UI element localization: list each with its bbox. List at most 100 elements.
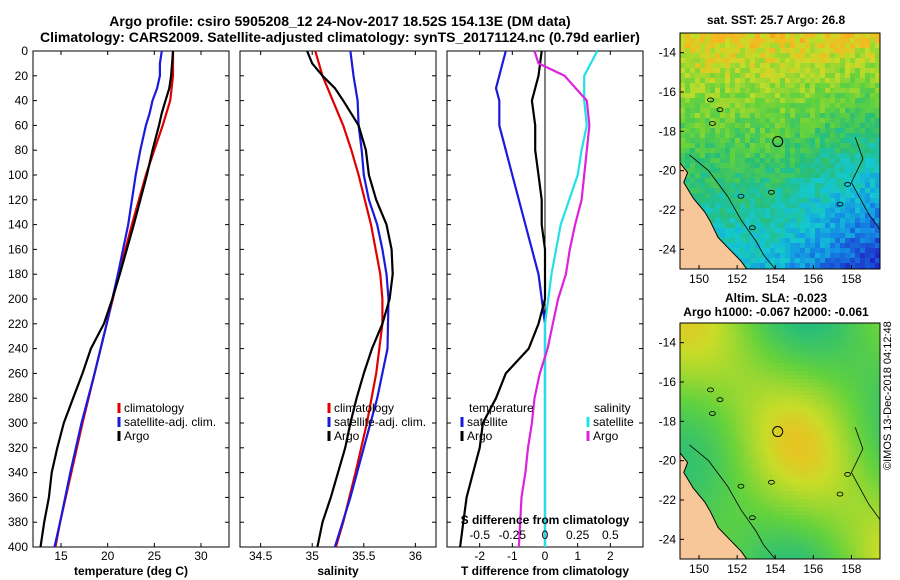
map-cell xyxy=(775,173,781,179)
map-cell xyxy=(856,451,861,456)
map-cell xyxy=(865,173,871,179)
map-cell xyxy=(688,323,693,328)
map-cell xyxy=(748,391,753,396)
map-cell xyxy=(776,535,781,540)
map-cell xyxy=(875,103,880,109)
map-cell xyxy=(740,407,745,412)
map-cell xyxy=(836,431,841,436)
map-cell xyxy=(804,355,809,360)
map-x-tick-label: 154 xyxy=(765,562,785,576)
map-cell xyxy=(830,253,836,259)
map-cell xyxy=(876,507,880,512)
map-cell xyxy=(840,551,845,556)
map-cell xyxy=(784,515,789,520)
map-cell xyxy=(840,359,845,364)
map-cell xyxy=(876,435,880,440)
map-cell xyxy=(688,363,693,368)
map-cell xyxy=(848,387,853,392)
map-cell xyxy=(744,539,749,544)
map-cell xyxy=(808,427,813,432)
map-cell xyxy=(865,218,871,224)
map-cell xyxy=(868,443,873,448)
map-cell xyxy=(772,487,777,492)
map-cell xyxy=(850,143,856,149)
map-cell xyxy=(785,38,791,44)
map-cell xyxy=(760,403,765,408)
map-cell xyxy=(728,335,733,340)
map-cell xyxy=(848,395,853,400)
map-cell xyxy=(810,63,816,69)
map-cell xyxy=(690,103,696,109)
map-cell xyxy=(780,503,785,508)
map-cell xyxy=(740,339,745,344)
map-cell xyxy=(812,383,817,388)
map-cell xyxy=(848,507,853,512)
map-cell xyxy=(820,78,826,84)
map-cell xyxy=(856,395,861,400)
map-cell xyxy=(865,208,871,214)
map-cell xyxy=(876,431,880,436)
map-cell xyxy=(808,355,813,360)
map-cell xyxy=(850,263,856,269)
map-cell xyxy=(832,379,837,384)
map-cell xyxy=(712,323,717,328)
map-cell xyxy=(864,383,869,388)
map-cell xyxy=(780,158,786,164)
map-cell xyxy=(735,243,741,249)
map-cell xyxy=(775,38,781,44)
map-cell xyxy=(728,427,733,432)
map-cell xyxy=(868,527,873,532)
map-cell xyxy=(695,168,701,174)
map-cell xyxy=(730,158,736,164)
map-cell xyxy=(840,123,846,129)
map-cell xyxy=(760,515,765,520)
map-cell xyxy=(740,367,745,372)
map-cell xyxy=(872,371,877,376)
map-cell xyxy=(800,53,806,59)
map-cell xyxy=(848,543,853,548)
map-cell xyxy=(700,487,705,492)
map-cell xyxy=(755,128,761,134)
map-cell xyxy=(765,148,771,154)
map-cell xyxy=(715,183,721,189)
map-cell xyxy=(840,475,845,480)
map-cell xyxy=(684,367,689,372)
map-cell xyxy=(828,383,833,388)
map-cell xyxy=(815,93,821,99)
map-cell xyxy=(708,331,713,336)
map-cell xyxy=(704,323,709,328)
map-cell xyxy=(688,423,693,428)
map-cell xyxy=(815,238,821,244)
map-cell xyxy=(696,367,701,372)
map-cell xyxy=(724,459,729,464)
map-cell xyxy=(808,327,813,332)
map-cell xyxy=(808,479,813,484)
map-cell xyxy=(872,399,877,404)
map-cell xyxy=(788,427,793,432)
map-cell xyxy=(804,443,809,448)
map-cell xyxy=(875,113,880,119)
map-cell xyxy=(850,93,856,99)
map-cell xyxy=(710,198,716,204)
map-cell xyxy=(780,439,785,444)
map-cell xyxy=(816,531,821,536)
map-cell xyxy=(715,193,721,199)
map-cell xyxy=(768,407,773,412)
map-cell xyxy=(792,435,797,440)
map-cell xyxy=(756,515,761,520)
map-cell xyxy=(764,475,769,480)
map-cell xyxy=(752,355,757,360)
map-cell xyxy=(804,435,809,440)
map-cell xyxy=(692,327,697,332)
map-cell xyxy=(870,113,876,119)
map-cell xyxy=(780,163,786,169)
map-cell xyxy=(785,228,791,234)
map-cell xyxy=(870,148,876,154)
map-cell xyxy=(830,173,836,179)
map-cell xyxy=(765,243,771,249)
map-cell xyxy=(728,463,733,468)
map-cell xyxy=(872,327,877,332)
map-cell xyxy=(850,203,856,209)
map-cell xyxy=(855,73,861,79)
map-cell xyxy=(845,158,851,164)
